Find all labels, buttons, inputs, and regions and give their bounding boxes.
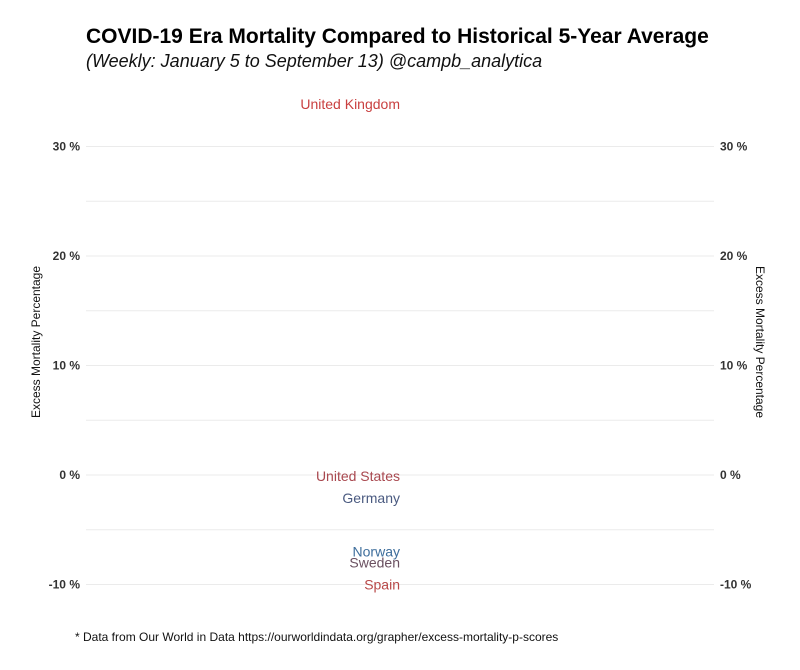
y-axis-title-right: Excess Mortality Percentage bbox=[753, 266, 767, 418]
series-label: Norway bbox=[353, 544, 400, 560]
y-tick-label-right: 10 % bbox=[720, 359, 748, 373]
data-source-caption: * Data from Our World in Data https://ou… bbox=[75, 630, 559, 644]
series-label: Germany bbox=[342, 490, 400, 506]
y-tick-label-left: 20 % bbox=[53, 249, 81, 263]
y-axis-title-left: Excess Mortality Percentage bbox=[29, 266, 43, 418]
y-axis-left: -10 % 0 % 10 % 20 % 30 % bbox=[49, 140, 81, 592]
y-tick-label-right: 0 % bbox=[720, 468, 741, 482]
y-tick-label-left: 30 % bbox=[53, 140, 81, 154]
y-tick-label-left: 10 % bbox=[53, 359, 81, 373]
y-axis-right: -10 % 0 % 10 % 20 % 30 % bbox=[720, 140, 752, 592]
series-label: Spain bbox=[364, 577, 400, 593]
y-tick-label-right: 20 % bbox=[720, 249, 748, 263]
series-label: United Kingdom bbox=[300, 96, 400, 112]
chart-plot: -10 % 0 % 10 % 20 % 30 % -10 % 0 % 10 % 20 % 30 … bbox=[29, 96, 767, 593]
chart-subtitle: (Weekly: January 5 to September 13) @cam… bbox=[86, 51, 543, 71]
y-tick-label-left: 0 % bbox=[59, 468, 80, 482]
y-tick-label-left: -10 % bbox=[49, 578, 81, 592]
chart-title: COVID-19 Era Mortality Compared to Histo… bbox=[86, 25, 709, 48]
y-tick-label-right: 30 % bbox=[720, 140, 748, 154]
y-tick-label-right: -10 % bbox=[720, 578, 752, 592]
series-label: Sweden bbox=[349, 555, 400, 571]
grid-lines bbox=[86, 146, 714, 585]
series-labels: United Kingdom United States Germany Norway… bbox=[300, 96, 400, 593]
series-label: United States bbox=[316, 468, 400, 484]
